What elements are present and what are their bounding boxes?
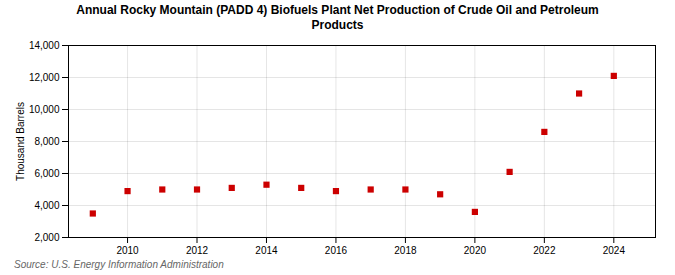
svg-text:2022: 2022 (533, 245, 556, 256)
svg-text:2020: 2020 (464, 245, 487, 256)
svg-text:12,000: 12,000 (29, 72, 60, 83)
svg-text:2012: 2012 (186, 245, 209, 256)
svg-text:2018: 2018 (394, 245, 417, 256)
svg-text:4,000: 4,000 (34, 200, 59, 211)
svg-text:10,000: 10,000 (29, 104, 60, 115)
svg-text:6,000: 6,000 (34, 168, 59, 179)
svg-text:2024: 2024 (603, 245, 626, 256)
html-text:Annual Rocky Mountain (PADD 4): Annual Rocky Mountain (PADD 4) Biofuels … (76, 3, 599, 32)
html-text:Source: U.S. Energy Informatio: Source: U.S. Energy Information Administ… (14, 259, 224, 270)
svg-text:2014: 2014 (255, 245, 278, 256)
svg-text:14,000: 14,000 (29, 40, 60, 51)
svg-text:2010: 2010 (116, 245, 139, 256)
svg-text:2016: 2016 (325, 245, 348, 256)
svg-text:Thousand Barrels: Thousand Barrels (15, 102, 26, 181)
svg-text:2,000: 2,000 (34, 232, 59, 243)
svg-text:8,000: 8,000 (34, 136, 59, 147)
